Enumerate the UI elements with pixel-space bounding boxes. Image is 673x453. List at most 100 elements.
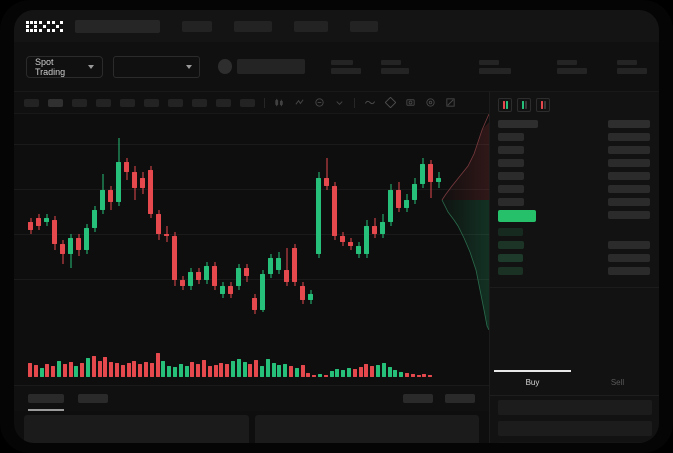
candlestick [180, 114, 185, 330]
orderbook-size-row[interactable] [608, 146, 650, 154]
bottom-panel-left[interactable] [24, 415, 249, 443]
ticker-stat [381, 59, 409, 74]
orderbook-bid-row[interactable] [498, 241, 524, 249]
ticker-stat [557, 59, 587, 74]
volume-bar [126, 363, 131, 377]
last-price-value [237, 59, 305, 74]
orderbook-size-row[interactable] [608, 185, 650, 193]
volume-bar [242, 362, 247, 377]
orderbook-rows[interactable] [490, 118, 659, 296]
volume-bar [33, 365, 38, 377]
bottom-panel-right[interactable] [254, 415, 479, 443]
nav-item-4[interactable] [350, 20, 378, 32]
chart-gridline [14, 234, 489, 235]
orderbook-size-row[interactable] [608, 172, 650, 180]
wave-icon[interactable] [364, 97, 376, 108]
orderbook-ask-row[interactable] [498, 133, 524, 141]
price-chart[interactable] [14, 114, 489, 330]
volume-bar [225, 364, 230, 377]
volume-bar [347, 368, 351, 377]
okx-logo[interactable] [26, 20, 63, 32]
global-search-input[interactable] [75, 19, 160, 33]
orderbook-ask-row[interactable] [498, 198, 524, 206]
timeframe-button[interactable] [168, 98, 183, 107]
volume-bar [405, 373, 409, 377]
volume-bar [416, 375, 421, 377]
nav-item-3[interactable] [294, 20, 328, 32]
order-amount-field[interactable] [498, 421, 652, 436]
trading-pair-select[interactable] [112, 55, 200, 78]
timeframe-button[interactable] [240, 98, 255, 107]
tab-order-history[interactable] [78, 394, 108, 403]
volume-bar [370, 366, 375, 377]
orderbook-size-row[interactable] [608, 211, 650, 219]
chart-gridline [14, 189, 489, 190]
volume-bar [196, 364, 201, 377]
order-total-field[interactable] [498, 442, 652, 443]
bottom-action-2[interactable] [445, 394, 475, 403]
candlestick [324, 114, 329, 330]
toolbar-divider [354, 97, 355, 108]
volume-bar [213, 365, 218, 377]
timeframe-button-active[interactable] [48, 98, 63, 107]
volume-bar [74, 366, 79, 377]
orderbook-size-row[interactable] [608, 159, 650, 167]
line-chart-icon[interactable] [294, 97, 305, 108]
orderbook-size-row[interactable] [608, 254, 650, 262]
tab-buy[interactable]: Buy [490, 370, 575, 395]
volume-bar [271, 363, 276, 377]
candlestick [68, 114, 73, 330]
candlestick [156, 114, 161, 330]
volume-bar [277, 365, 282, 377]
bottom-action-1[interactable] [403, 394, 433, 403]
order-price-field[interactable] [498, 400, 652, 415]
volume-bar [248, 364, 253, 377]
buy-sell-tabs: Buy Sell [490, 370, 659, 396]
timeframe-button[interactable] [24, 98, 39, 107]
fullscreen-icon[interactable] [445, 97, 456, 108]
volume-bar [318, 374, 322, 377]
orderbook-mode-asks[interactable] [536, 98, 550, 112]
volume-bar [236, 359, 241, 377]
orderbook-mode-both[interactable] [498, 98, 512, 112]
orderbook-last-price-row[interactable] [498, 210, 536, 222]
orderbook-bid-row[interactable] [498, 254, 523, 262]
orderbook-bid-row[interactable] [498, 267, 523, 275]
orderbook-display-modes [490, 92, 659, 118]
volume-bar [265, 359, 270, 377]
camera-icon[interactable] [405, 97, 416, 108]
candlestick [348, 114, 353, 330]
nav-item-1[interactable] [182, 20, 212, 32]
orderbook-size-row[interactable] [608, 267, 650, 275]
trading-mode-button[interactable]: Spot Trading [26, 55, 103, 78]
timeframe-button[interactable] [96, 98, 111, 107]
ruler-icon[interactable] [385, 97, 396, 108]
timeframe-button[interactable] [120, 98, 135, 107]
orderbook-ask-row[interactable] [498, 146, 524, 154]
orderbook-ask-row[interactable] [498, 185, 524, 193]
tab-sell[interactable]: Sell [575, 370, 659, 395]
volume-bar [80, 363, 85, 377]
timeframe-button[interactable] [72, 98, 87, 107]
nav-item-2[interactable] [234, 20, 272, 32]
orderbook-mode-bids[interactable] [517, 98, 531, 112]
candlestick [284, 114, 289, 330]
orderbook-ask-row[interactable] [498, 172, 524, 180]
chevron-down-icon[interactable] [334, 97, 345, 108]
orderbook-ask-row[interactable] [498, 159, 524, 167]
orderbook-size-row[interactable] [608, 241, 650, 249]
candlestick [132, 114, 137, 330]
orderbook-size-row[interactable] [608, 133, 650, 141]
timeframe-button[interactable] [144, 98, 159, 107]
ticker-header-bar: Spot Trading [14, 42, 659, 92]
settings-gear-icon[interactable] [425, 97, 436, 108]
indicator-icon[interactable] [314, 97, 325, 108]
tab-open-orders[interactable] [28, 394, 64, 411]
timeframe-button[interactable] [216, 98, 231, 107]
timeframe-button[interactable] [192, 98, 207, 107]
tab-sell-label: Sell [610, 378, 625, 387]
candlestick-chart-icon[interactable] [274, 97, 285, 108]
orderbook-bid-row[interactable] [498, 228, 523, 236]
orderbook-size-row[interactable] [608, 198, 650, 206]
